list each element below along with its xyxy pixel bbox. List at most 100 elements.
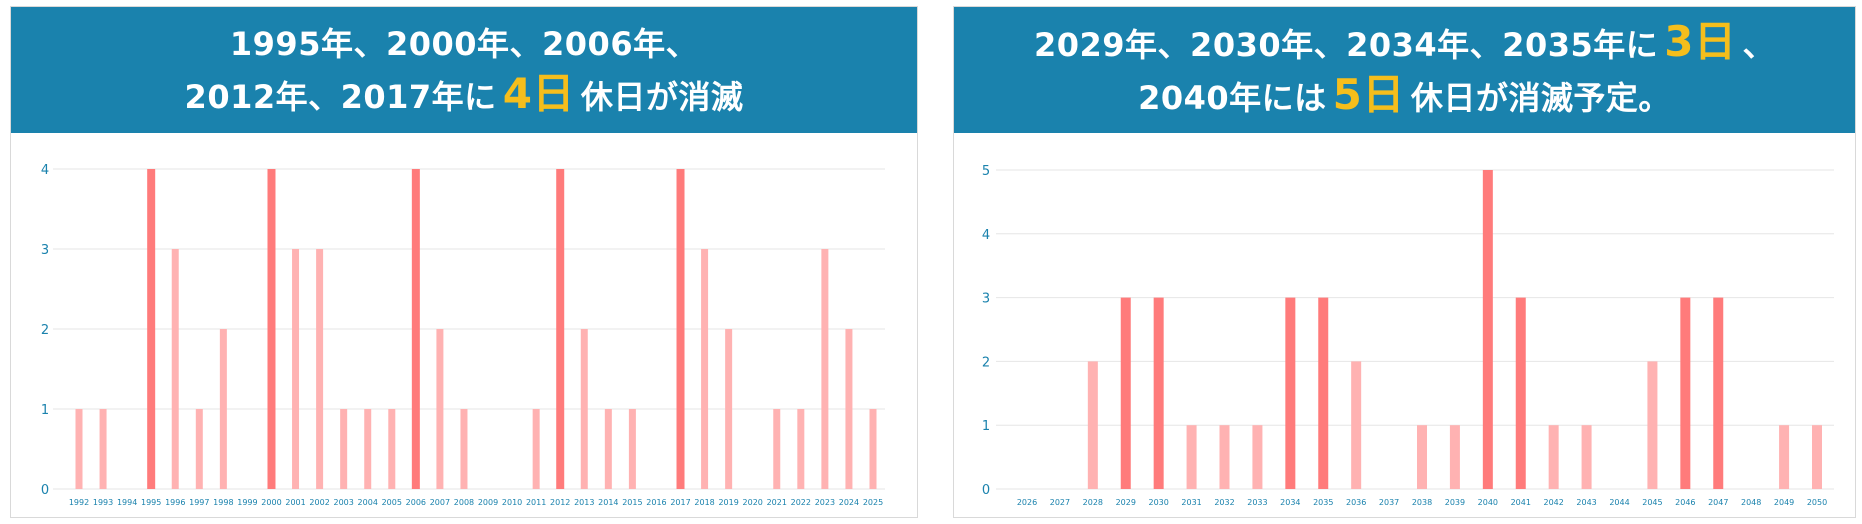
bar xyxy=(1515,297,1526,489)
bar xyxy=(1087,361,1098,489)
x-tick-label: 2039 xyxy=(1445,498,1465,507)
x-tick-label: 2047 xyxy=(1708,498,1728,507)
bar xyxy=(628,409,636,489)
x-tick-label: 1996 xyxy=(165,498,185,507)
x-tick-label: 2036 xyxy=(1346,498,1366,507)
y-tick-label: 4 xyxy=(41,163,49,178)
x-tick-label: 2033 xyxy=(1247,498,1267,507)
bar xyxy=(171,249,179,489)
x-tick-label: 2010 xyxy=(502,498,522,507)
x-tick-label: 2003 xyxy=(333,498,353,507)
bar xyxy=(556,169,565,489)
x-tick-label: 2026 xyxy=(1017,498,1037,507)
y-tick-label: 2 xyxy=(41,323,49,338)
header-text: 、 xyxy=(1742,26,1775,64)
y-tick-label: 4 xyxy=(982,228,990,243)
bar xyxy=(99,409,107,489)
x-tick-label: 2049 xyxy=(1774,498,1794,507)
x-tick-label: 2001 xyxy=(285,498,305,507)
x-tick-label: 2012 xyxy=(550,498,570,507)
x-tick-label: 2038 xyxy=(1412,498,1432,507)
x-tick-label: 1992 xyxy=(69,498,89,507)
x-tick-label: 2020 xyxy=(743,498,763,507)
y-tick-label: 1 xyxy=(41,403,49,418)
bar xyxy=(845,329,853,489)
chart-panel-right: 2029年、2030年、2034年、2035年に 3日、 2040年には 5日 休日が… xyxy=(953,6,1856,518)
header-line-1: 2029年、2030年、2034年、2035年に 3日、 xyxy=(954,17,1855,70)
x-tick-label: 2004 xyxy=(358,498,378,507)
bar xyxy=(1285,297,1296,489)
bar xyxy=(1647,361,1658,489)
x-tick-label: 2023 xyxy=(815,498,835,507)
bar xyxy=(292,249,300,489)
chart-header-right: 2029年、2030年、2034年、2035年に 3日、 2040年には 5日 休日が… xyxy=(954,7,1855,133)
bar xyxy=(1779,425,1790,489)
bar xyxy=(797,409,805,489)
x-tick-label: 2035 xyxy=(1313,498,1333,507)
bar xyxy=(1812,425,1822,489)
x-tick-label: 2037 xyxy=(1379,498,1399,507)
bar xyxy=(75,409,83,489)
x-tick-label: 2034 xyxy=(1280,498,1300,507)
x-tick-label: 2030 xyxy=(1148,498,1168,507)
x-tick-label: 2013 xyxy=(574,498,594,507)
x-tick-label: 2046 xyxy=(1675,498,1695,507)
header-text: 休日が消滅予定。 xyxy=(1410,79,1671,117)
bar xyxy=(267,169,276,489)
y-tick-label: 1 xyxy=(982,419,990,434)
bar xyxy=(1318,297,1329,489)
header-highlight-number: 3日 xyxy=(1664,17,1737,66)
bar xyxy=(604,409,612,489)
bar-chart-right: 0 1 2 3 4 5 2026 2027 2028 2029 2030 2031 2032 2033 20… xyxy=(982,164,1834,507)
x-tick-label: 1998 xyxy=(213,498,233,507)
x-tick-label: 2045 xyxy=(1642,498,1662,507)
x-tick-label: 2044 xyxy=(1609,498,1629,507)
chart-header-left: 1995年、2000年、2006年、 2012年、2017年に 4日 休日が消滅 xyxy=(11,7,917,133)
y-tick-label: 2 xyxy=(982,355,990,370)
x-tick-label: 2028 xyxy=(1083,498,1103,507)
x-tick-label: 2021 xyxy=(767,498,787,507)
bar xyxy=(1252,425,1263,489)
x-tick-label: 2008 xyxy=(454,498,474,507)
y-tick-label: 3 xyxy=(982,292,990,307)
x-tick-label: 1994 xyxy=(117,498,137,507)
bar xyxy=(1548,425,1559,489)
x-tick-label: 2024 xyxy=(839,498,859,507)
x-tick-label: 2042 xyxy=(1543,498,1563,507)
x-tick-label: 2011 xyxy=(526,498,546,507)
header-line-2: 2040年には 5日 休日が消滅予定。 xyxy=(954,70,1855,123)
x-tick-label: 2015 xyxy=(622,498,642,507)
bar xyxy=(460,409,468,489)
x-tick-label: 2007 xyxy=(430,498,450,507)
x-tick-label: 2050 xyxy=(1807,498,1827,507)
x-tick-label: 2031 xyxy=(1181,498,1201,507)
y-tick-label: 0 xyxy=(982,483,990,498)
header-text: 2012年、2017年に xyxy=(184,77,497,116)
bar xyxy=(821,249,829,489)
x-tick-label: 2017 xyxy=(670,498,690,507)
x-tick-label: 2002 xyxy=(309,498,329,507)
bar-chart-left: 0 1 2 3 4 1992 1993 1994 1995 1996 1997 1998 1999 200… xyxy=(41,163,885,507)
x-tick-label: 1995 xyxy=(141,498,161,507)
header-highlight-number: 4日 xyxy=(502,68,575,118)
bar xyxy=(195,409,203,489)
x-tick-label: 2025 xyxy=(863,498,883,507)
x-tick-label: 1997 xyxy=(189,498,209,507)
bar xyxy=(316,249,324,489)
x-tick-label: 2018 xyxy=(694,498,714,507)
bar xyxy=(219,329,227,489)
x-tick-label: 1993 xyxy=(93,498,113,507)
bar xyxy=(1713,297,1724,489)
header-text: 2029年、2030年、2034年、2035年に xyxy=(1033,26,1659,64)
header-line-2: 2012年、2017年に 4日 休日が消滅 xyxy=(11,69,917,122)
bar xyxy=(1153,297,1164,489)
bar xyxy=(580,329,588,489)
bar xyxy=(388,409,396,489)
bar xyxy=(869,409,877,489)
bar xyxy=(364,409,372,489)
x-tick-label: 2041 xyxy=(1511,498,1531,507)
bar xyxy=(532,409,540,489)
bar xyxy=(1680,297,1691,489)
header-line-1: 1995年、2000年、2006年、 xyxy=(11,19,917,69)
chart-panel-left: 1995年、2000年、2006年、 2012年、2017年に 4日 休日が消滅 0… xyxy=(10,6,918,518)
